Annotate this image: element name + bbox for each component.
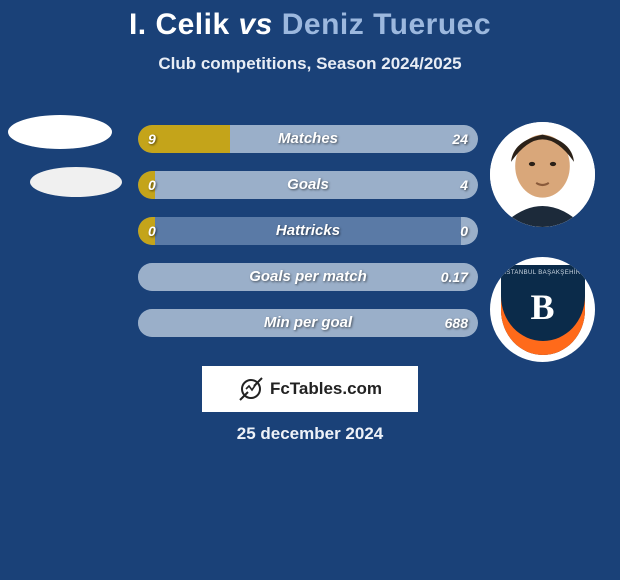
stat-row: Goals per match0.17 [138, 263, 478, 291]
stat-value-left: 9 [148, 125, 156, 153]
vs-text: vs [239, 8, 273, 41]
stat-label: Hattricks [138, 217, 478, 245]
stat-value-right: 0 [460, 217, 468, 245]
stat-row: Goals0 4 [138, 171, 478, 199]
player1-club-placeholder [30, 167, 122, 197]
comparison-title: I. Celik vs Deniz Tueruec [0, 0, 620, 42]
stat-value-right: 24 [452, 125, 468, 153]
player2-avatar [490, 122, 595, 227]
stats-container: Matches924Goals04Hattricks00Goals per ma… [138, 125, 478, 355]
stat-label: Min per goal [138, 309, 478, 337]
subtitle: Club competitions, Season 2024/2025 [0, 54, 620, 74]
stat-value-right: 0.17 [441, 263, 468, 291]
player1-name: I. Celik [129, 8, 230, 41]
player2-club-logo: ISTANBUL BAŞAKŞEHİR B [490, 257, 595, 362]
stat-label: Goals per match [138, 263, 478, 291]
fctables-logo-icon [238, 376, 264, 402]
player1-avatar-placeholder [8, 115, 112, 149]
stat-value-left: 0 [148, 217, 156, 245]
brand-text: FcTables.com [270, 379, 382, 399]
right-avatars: ISTANBUL BAŞAKŞEHİR B [490, 122, 595, 392]
date-text: 25 december 2024 [0, 424, 620, 444]
player2-name: Deniz Tueruec [282, 8, 491, 41]
stat-row: Matches9 24 [138, 125, 478, 153]
club-letter: B [530, 286, 554, 328]
left-avatars [8, 115, 122, 215]
stat-label: Goals [138, 171, 478, 199]
club-shield-icon: ISTANBUL BAŞAKŞEHİR B [501, 265, 585, 355]
player-face-icon [490, 122, 595, 227]
club-top-text: ISTANBUL BAŞAKŞEHİR [501, 270, 585, 276]
brand-badge: FcTables.com [202, 366, 418, 412]
stat-value-right: 688 [445, 309, 468, 337]
stat-value-right: 4 [460, 171, 468, 199]
stat-label: Matches [138, 125, 478, 153]
stat-value-left: 0 [148, 171, 156, 199]
stat-row: Min per goal688 [138, 309, 478, 337]
stat-row: Hattricks0 0 [138, 217, 478, 245]
